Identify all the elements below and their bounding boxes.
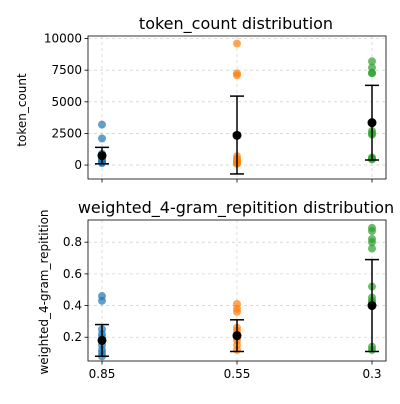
data-point (233, 39, 241, 48)
data-point (233, 307, 241, 316)
plot-marks (95, 39, 379, 175)
data-point (368, 69, 376, 78)
chart-title: token_count distribution (139, 14, 333, 34)
y-tick-label: 0.4 (63, 299, 82, 313)
chart-title: weighted_4-gram_repitition distribution (78, 198, 394, 218)
data-point (98, 120, 106, 129)
x-tick-label: 0.55 (224, 367, 251, 381)
axis-ticks: 0.2 0.4 0.6 0.8 0.85 0.55 0.3 (63, 235, 382, 381)
y-tick-label: 7500 (51, 63, 82, 77)
mean-marker (232, 331, 242, 341)
weighted-4-gram-repitition-panel: weighted_4-gram_repitition distribution … (37, 198, 394, 381)
axis-ticks: 0 2500 5000 7500 10000 (44, 32, 373, 183)
data-point (368, 57, 376, 66)
y-tick-label: 0.2 (63, 330, 82, 344)
mean-marker (97, 335, 107, 345)
data-point (368, 238, 376, 247)
plot-marks (95, 223, 379, 361)
data-point (233, 71, 241, 80)
data-point (368, 244, 376, 253)
data-point (98, 134, 106, 143)
data-point (98, 296, 106, 305)
grid (88, 220, 386, 361)
token-count-panel: token_count distribution token_count 0 25… (15, 14, 387, 183)
y-tick-label: 0 (74, 158, 82, 172)
x-tick-label: 0.3 (362, 367, 381, 381)
grid (88, 36, 386, 179)
y-tick-label: 0.6 (63, 267, 82, 281)
y-tick-label: 5000 (51, 95, 82, 109)
y-tick-label: 2500 (51, 126, 82, 140)
mean-marker (232, 130, 242, 140)
y-tick-label: 0.8 (63, 235, 82, 249)
y-tick-label: 10000 (44, 32, 82, 46)
y-axis-label: weighted_4-gram_repitition (37, 209, 51, 374)
data-point (368, 227, 376, 236)
mean-marker (367, 301, 377, 311)
x-tick-label: 0.85 (89, 367, 116, 381)
mean-marker (367, 118, 377, 128)
y-axis-label: token_count (15, 73, 29, 147)
mean-marker (97, 151, 107, 161)
